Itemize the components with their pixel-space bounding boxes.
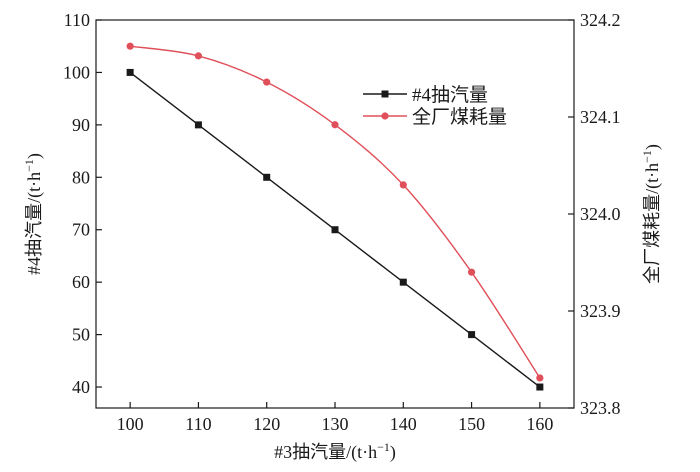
left-y-tick-label: 70 — [72, 220, 90, 240]
left-y-axis-ticks: 40 50 60 70 80 90 100 110 — [63, 10, 102, 397]
x-tick-label: 160 — [526, 414, 553, 434]
series-1-point — [468, 331, 476, 339]
x-tick-label: 100 — [117, 414, 144, 434]
legend: #4抽汽量 全厂煤耗量 — [363, 84, 507, 128]
right-y-tick-label: 324.2 — [580, 10, 621, 30]
x-tick-label: 130 — [322, 414, 349, 434]
series-2-point — [194, 52, 203, 60]
series-2-point — [399, 181, 407, 189]
x-tick-label: 110 — [185, 414, 211, 434]
series-2-point — [263, 78, 271, 86]
series-1-point — [331, 226, 339, 234]
right-y-tick-label: 324.1 — [580, 107, 621, 127]
series-2-point — [331, 121, 339, 129]
series-1-point — [536, 383, 544, 391]
left-y-tick-label: 110 — [64, 10, 90, 30]
legend-marker-series-1 — [381, 90, 389, 98]
series-1-point — [399, 278, 407, 286]
legend-label-series-1: #4抽汽量 — [412, 84, 488, 106]
series-2-point — [126, 42, 134, 50]
x-tick-label: 120 — [253, 414, 280, 434]
right-y-axis-title: 全厂煤耗量/(t·h−1) — [640, 144, 663, 284]
series-2-point — [536, 374, 544, 382]
series-2-point — [467, 268, 476, 276]
left-y-tick-label: 100 — [63, 62, 90, 82]
left-y-tick-label: 40 — [72, 377, 90, 397]
left-y-axis-title: #4抽汽量/(t·h−1) — [22, 153, 45, 275]
right-y-tick-label: 323.8 — [580, 398, 621, 418]
legend-label-series-2: 全厂煤耗量 — [412, 106, 507, 128]
series-1-point — [194, 121, 202, 129]
left-y-tick-label: 80 — [72, 167, 90, 187]
x-tick-label: 150 — [458, 414, 485, 434]
x-tick-label: 140 — [390, 414, 417, 434]
left-y-tick-label: 90 — [72, 115, 90, 135]
series-1-point — [263, 173, 271, 181]
right-y-tick-label: 324.0 — [580, 204, 621, 224]
series-1-point — [126, 68, 134, 76]
plot-frame — [95, 19, 575, 409]
left-y-tick-label: 50 — [72, 325, 90, 345]
left-y-tick-label: 60 — [72, 272, 90, 292]
right-y-tick-label: 323.9 — [580, 301, 621, 321]
x-axis-ticks: 100 110 120 130 140 150 160 — [117, 402, 553, 434]
series-layer — [126, 42, 544, 391]
right-y-axis-ticks: 323.8 323.9 324.0 324.1 324.2 — [568, 10, 621, 418]
legend-marker-series-2 — [381, 112, 389, 120]
x-axis-title: #3抽汽量/(t·h−1) — [274, 440, 396, 463]
